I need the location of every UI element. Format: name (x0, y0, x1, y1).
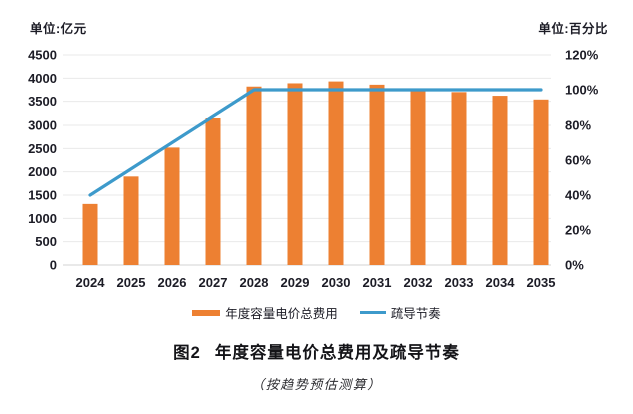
figure-number: 图2 (173, 344, 201, 362)
combo-chart: 0 500 1000 1500 2000 2500 3000 3500 4000 4500 0% 20… (28, 48, 599, 291)
left-axis-tick-label: 1000 (28, 211, 57, 226)
legend-item-bar-series: 年度容量电价总费用 (192, 303, 338, 322)
left-axis-tick-label: 3000 (28, 118, 57, 133)
right-axis-tick-label: 40% (565, 188, 591, 203)
right-axis-tick-label: 120% (565, 48, 599, 63)
left-axis-unit-label: 单位:亿元 (30, 22, 87, 36)
bar-2033 (451, 92, 467, 265)
bar-2024 (82, 203, 98, 265)
right-axis-tick-label: 20% (565, 223, 591, 238)
x-axis-label-2035: 2035 (527, 275, 556, 290)
bar-2025 (123, 176, 139, 265)
figure-caption: （按趋势预估测算） (251, 378, 382, 393)
x-axis-label-2034: 2034 (486, 275, 516, 290)
x-axis-label-2029: 2029 (281, 275, 310, 290)
line-series-swatch (359, 311, 386, 314)
right-axis-tick-label: 100% (565, 83, 599, 98)
left-axis-tick-label: 500 (35, 234, 57, 249)
left-axis-tick-label: 3500 (28, 94, 57, 109)
bar-series-swatch (192, 309, 221, 316)
trend-line (88, 88, 543, 197)
bar-2029 (287, 83, 303, 265)
x-axis-label-2027: 2027 (199, 275, 228, 290)
x-axis-label-2024: 2024 (76, 275, 106, 290)
x-axis-label-2032: 2032 (404, 275, 433, 290)
x-axis-label-2025: 2025 (117, 275, 146, 290)
bar-2034 (492, 96, 508, 265)
left-axis-tick-label: 0 (50, 258, 57, 273)
bar-2028 (246, 86, 262, 265)
bar-2032 (410, 88, 426, 265)
right-axis-tick-label: 0% (565, 258, 584, 273)
figure-title: 图2 年度容量电价总费用及疏导节奏 (0, 339, 633, 363)
legend-label-bar-series: 年度容量电价总费用 (225, 307, 338, 321)
right-axis-unit-label: 单位:百分比 (538, 22, 608, 36)
bar-2027 (205, 118, 221, 265)
left-axis-tick-label: 4000 (28, 71, 57, 86)
bar-2026 (164, 147, 180, 265)
left-axis-tick-label: 4500 (28, 48, 57, 63)
x-axis-label-2031: 2031 (363, 275, 392, 290)
x-axis-label-2030: 2030 (322, 275, 351, 290)
bar-2030 (328, 81, 344, 265)
bar-2031 (369, 84, 385, 265)
right-axis-tick-label: 80% (565, 118, 591, 133)
x-axis-label-2026: 2026 (158, 275, 187, 290)
left-axis-tick-label: 2000 (28, 164, 57, 179)
x-axis-label-2033: 2033 (445, 275, 474, 290)
legend-item-line-series: 疏导节奏 (359, 303, 441, 322)
x-axis-label-2028: 2028 (240, 275, 269, 290)
right-axis-tick-label: 60% (565, 153, 591, 168)
bar-2035 (533, 99, 549, 265)
left-axis-tick-label: 1500 (28, 188, 57, 203)
left-axis-tick-label: 2500 (28, 141, 57, 156)
figure-title-text: 年度容量电价总费用及疏导节奏 (214, 344, 460, 362)
legend: 年度容量电价总费用 疏导节奏 (0, 303, 633, 322)
legend-label-line-series: 疏导节奏 (390, 307, 441, 321)
